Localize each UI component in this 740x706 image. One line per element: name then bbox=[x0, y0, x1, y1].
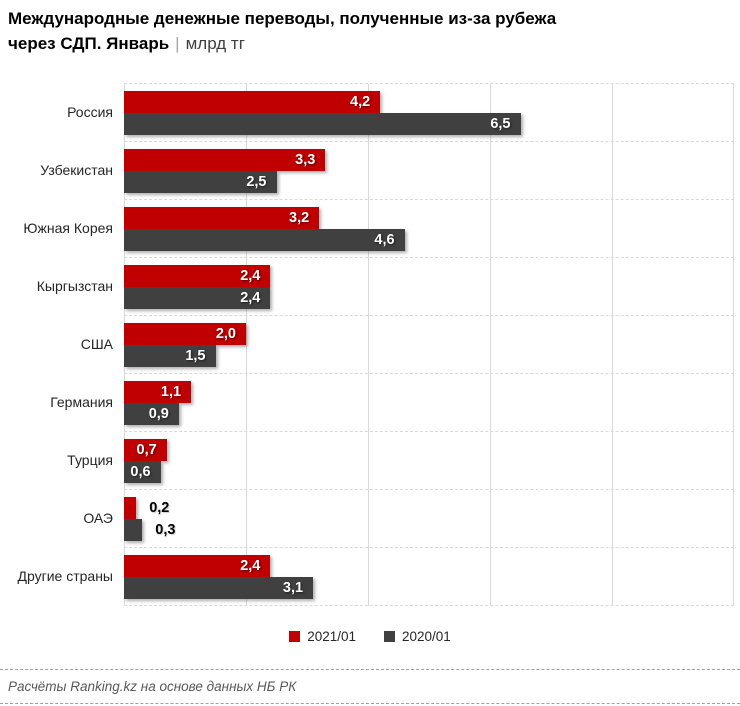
bar-line: 2,4 bbox=[124, 265, 734, 287]
value-label: 0,2 bbox=[149, 500, 170, 516]
gridline-x-6 bbox=[490, 84, 491, 606]
category-row: 4,2 6,5 bbox=[124, 84, 734, 142]
bar-2021-01 bbox=[124, 497, 137, 519]
legend-label: 2021/01 bbox=[307, 629, 356, 644]
legend-item: 2020/01 bbox=[384, 629, 451, 644]
bar-line: 1,5 bbox=[124, 345, 734, 367]
value-label: 2,4 bbox=[240, 268, 261, 284]
bar-line: 3,2 bbox=[124, 207, 734, 229]
category-row: 2,4 2,4 bbox=[124, 258, 734, 316]
footer-top-dashed-rule bbox=[0, 669, 740, 670]
bar-line: 4,2 bbox=[124, 91, 734, 113]
bar-2021-01: 1,1 bbox=[124, 381, 192, 403]
chart-title-line2-bold: через СДП. Январь bbox=[8, 34, 170, 53]
value-label: 3,2 bbox=[289, 210, 310, 226]
value-label: 2,5 bbox=[246, 174, 267, 190]
category-label: Германия bbox=[50, 394, 113, 410]
bar-line: 0,3 bbox=[124, 519, 734, 541]
legend: 2021/01 2020/01 bbox=[0, 628, 740, 645]
bar-line: 2,0 bbox=[124, 323, 734, 345]
bar-line: 2,5 bbox=[124, 171, 734, 193]
bar-line: 2,4 bbox=[124, 555, 734, 577]
bar-2021-01: 2,4 bbox=[124, 555, 271, 577]
gridline-x-10 bbox=[733, 84, 734, 606]
category-row: 0,2 0,3 bbox=[124, 490, 734, 548]
bar-line: 0,6 bbox=[124, 461, 734, 483]
category-row: 1,1 0,9 bbox=[124, 374, 734, 432]
value-label: 2,0 bbox=[215, 326, 236, 342]
bar-line: 0,2 bbox=[124, 497, 734, 519]
bar-2020-01: 0,6 bbox=[124, 461, 161, 483]
footer-bottom-dashed-rule bbox=[0, 703, 740, 704]
bar-line: 3,1 bbox=[124, 577, 734, 599]
category-label: Южная Корея bbox=[23, 220, 113, 236]
gridline-x-2 bbox=[246, 84, 247, 606]
chart-title-line1: Международные денежные переводы, получен… bbox=[8, 9, 557, 28]
legend-swatch-icon bbox=[289, 631, 301, 642]
chart-header: Международные денежные переводы, получен… bbox=[0, 0, 740, 83]
bar-2021-01: 2,0 bbox=[124, 323, 246, 345]
category-row: 0,7 0,6 bbox=[124, 432, 734, 490]
bar-2020-01: 4,6 bbox=[124, 229, 405, 251]
value-label: 6,5 bbox=[490, 116, 511, 132]
chart-unit-label: млрд тг bbox=[185, 34, 245, 53]
bar-chart: Россия Узбекистан Южная Корея Кыргызстан США… bbox=[0, 83, 740, 606]
footer: Расчёты Ranking.kz на основе данных НБ Р… bbox=[0, 669, 740, 706]
value-label: 0,7 bbox=[136, 442, 157, 458]
bar-2021-01: 3,3 bbox=[124, 149, 326, 171]
gridline-x-4 bbox=[368, 84, 369, 606]
category-label: Кыргызстан bbox=[36, 278, 113, 294]
bar-line: 1,1 bbox=[124, 381, 734, 403]
category-labels-column: Россия Узбекистан Южная Корея Кыргызстан США… bbox=[0, 83, 124, 606]
bar-2020-01: 0,9 bbox=[124, 403, 179, 425]
category-row: 2,0 1,5 bbox=[124, 316, 734, 374]
bar-2021-01: 0,7 bbox=[124, 439, 167, 461]
legend-item: 2021/01 bbox=[289, 629, 356, 644]
legend-label: 2020/01 bbox=[402, 629, 451, 644]
value-label: 0,3 bbox=[155, 522, 176, 538]
category-label: США bbox=[80, 336, 113, 352]
source-attribution-text: Расчёты Ranking.kz на основе данных НБ Р… bbox=[8, 679, 297, 694]
value-label: 3,3 bbox=[295, 152, 316, 168]
value-label: 3,1 bbox=[282, 580, 304, 596]
value-label: 2,4 bbox=[240, 290, 261, 306]
bar-2021-01: 2,4 bbox=[124, 265, 271, 287]
bar-line: 3,3 bbox=[124, 149, 734, 171]
category-row: 3,2 4,6 bbox=[124, 200, 734, 258]
plot-area: 4,2 6,5 3,3 2,5 3,2 4,6 2,4 2,4 2,0 1,5 1,1 0,9 0,7 0… bbox=[124, 83, 734, 606]
bar-line: 0,9 bbox=[124, 403, 734, 425]
value-label: 4,2 bbox=[350, 94, 371, 110]
bar-2020-01: 3,1 bbox=[124, 577, 314, 599]
value-label: 0,9 bbox=[148, 406, 169, 422]
legend-swatch-icon bbox=[384, 631, 395, 642]
value-label: 2,4 bbox=[240, 558, 261, 574]
value-label: 4,6 bbox=[374, 232, 395, 248]
category-label: Узбекистан bbox=[40, 162, 113, 178]
bar-2020-01 bbox=[124, 519, 143, 541]
category-label: Другие страны bbox=[17, 568, 114, 584]
chart-title-line2: через СДП. Январь | млрд тг bbox=[8, 31, 730, 56]
category-row: 3,3 2,5 bbox=[124, 142, 734, 200]
category-label: Турция bbox=[67, 452, 113, 468]
category-label: Россия bbox=[67, 104, 113, 120]
bar-2021-01: 4,2 bbox=[124, 91, 381, 113]
gridline-x-8 bbox=[612, 84, 613, 606]
category-label: ОАЭ bbox=[83, 510, 113, 526]
value-label: 1,1 bbox=[160, 384, 182, 400]
value-label: 0,6 bbox=[130, 464, 151, 480]
title-separator: | bbox=[175, 34, 180, 53]
category-row: 2,4 3,1 bbox=[124, 548, 734, 606]
bar-line: 2,4 bbox=[124, 287, 734, 309]
bar-line: 0,7 bbox=[124, 439, 734, 461]
bar-2020-01: 1,5 bbox=[124, 345, 216, 367]
bar-2020-01: 6,5 bbox=[124, 113, 521, 135]
value-label: 1,5 bbox=[185, 348, 206, 364]
bar-2021-01: 3,2 bbox=[124, 207, 320, 229]
bar-2020-01: 2,5 bbox=[124, 171, 277, 193]
bar-2020-01: 2,4 bbox=[124, 287, 271, 309]
bar-line: 4,6 bbox=[124, 229, 734, 251]
bar-line: 6,5 bbox=[124, 113, 734, 135]
